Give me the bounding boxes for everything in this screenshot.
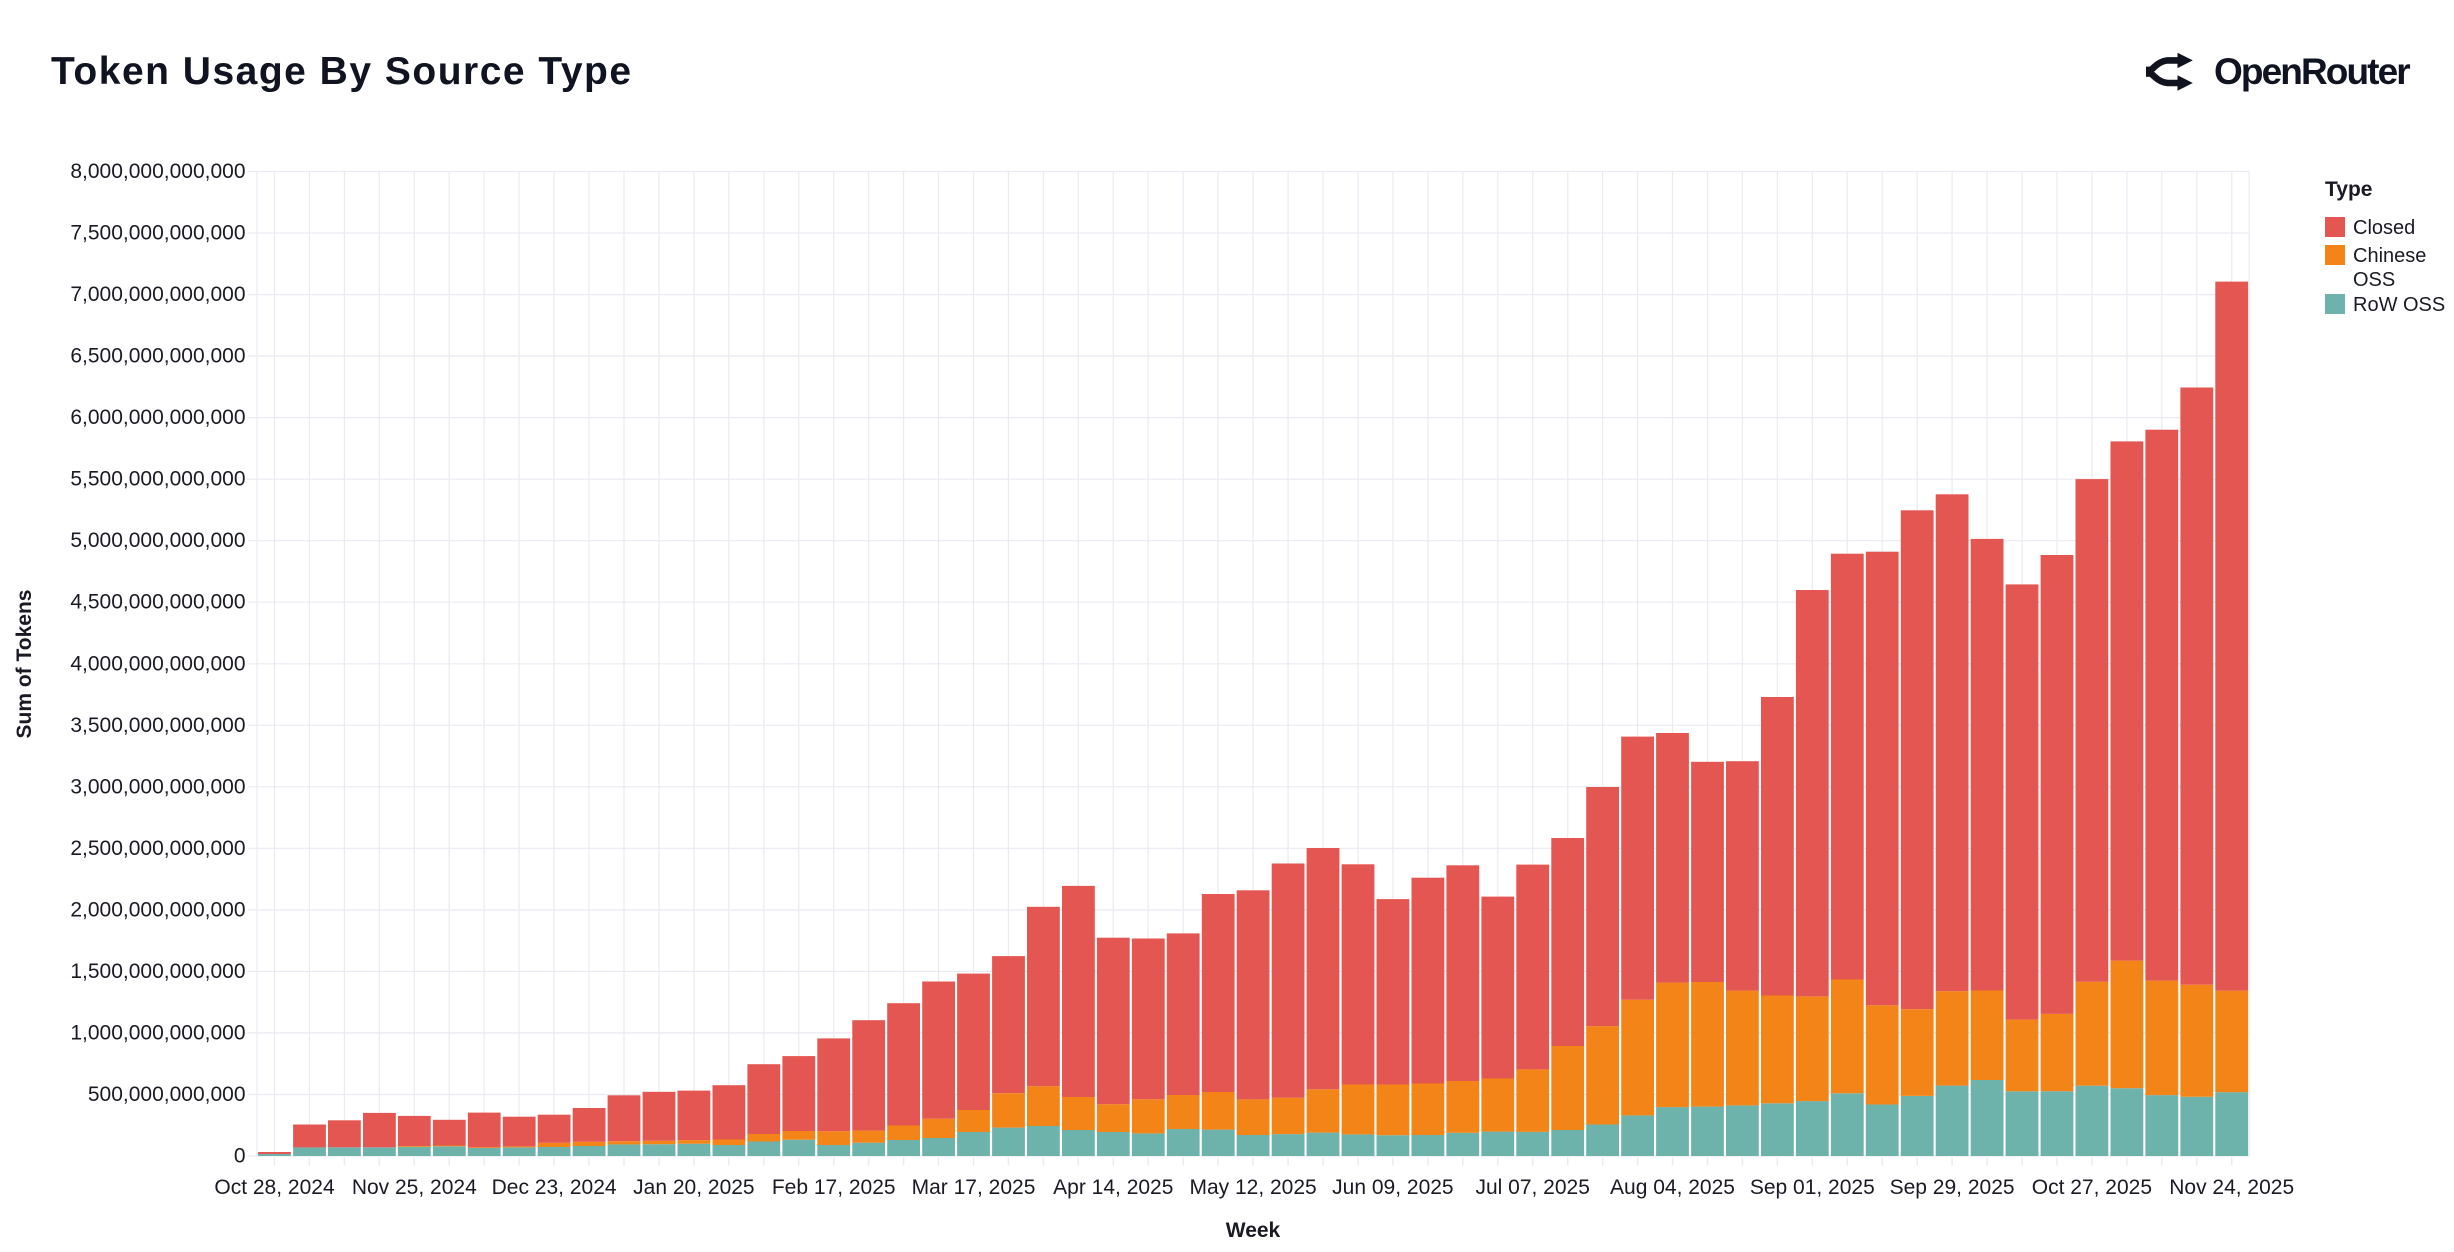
svg-text:OSS: OSS	[2353, 269, 2395, 291]
svg-text:6,000,000,000,000: 6,000,000,000,000	[70, 406, 245, 429]
svg-text:2,500,000,000,000: 2,500,000,000,000	[70, 837, 245, 860]
svg-text:7,000,000,000,000: 7,000,000,000,000	[70, 283, 245, 306]
svg-text:5,500,000,000,000: 5,500,000,000,000	[70, 468, 245, 491]
svg-text:1,000,000,000,000: 1,000,000,000,000	[70, 1021, 245, 1044]
svg-text:Aug 04, 2025: Aug 04, 2025	[1610, 1176, 1735, 1199]
svg-text:4,000,000,000,000: 4,000,000,000,000	[70, 652, 245, 675]
svg-text:5,000,000,000,000: 5,000,000,000,000	[70, 529, 245, 552]
svg-text:Oct 27, 2025: Oct 27, 2025	[2032, 1176, 2152, 1199]
svg-text:May 12, 2025: May 12, 2025	[1189, 1176, 1316, 1199]
svg-text:7,500,000,000,000: 7,500,000,000,000	[70, 222, 245, 245]
svg-text:Nov 24, 2025: Nov 24, 2025	[2169, 1176, 2294, 1199]
svg-text:Apr 14, 2025: Apr 14, 2025	[1053, 1176, 1173, 1199]
svg-text:Week: Week	[1226, 1219, 1281, 1242]
svg-text:Oct 28, 2024: Oct 28, 2024	[214, 1176, 335, 1199]
svg-text:RoW OSS: RoW OSS	[2353, 294, 2445, 316]
svg-text:500,000,000,000: 500,000,000,000	[88, 1083, 246, 1106]
svg-text:0: 0	[234, 1145, 246, 1168]
svg-text:Sep 01, 2025: Sep 01, 2025	[1750, 1176, 1875, 1199]
svg-text:Dec 23, 2024: Dec 23, 2024	[492, 1176, 617, 1199]
svg-text:Jun 09, 2025: Jun 09, 2025	[1332, 1176, 1453, 1199]
svg-text:4,500,000,000,000: 4,500,000,000,000	[70, 591, 245, 614]
svg-text:2,000,000,000,000: 2,000,000,000,000	[70, 898, 245, 921]
svg-text:Nov 25, 2024: Nov 25, 2024	[352, 1176, 477, 1199]
svg-text:Mar 17, 2025: Mar 17, 2025	[912, 1176, 1036, 1199]
svg-text:Sum of Tokens: Sum of Tokens	[13, 590, 36, 739]
svg-text:8,000,000,000,000: 8,000,000,000,000	[70, 160, 245, 183]
svg-text:1,500,000,000,000: 1,500,000,000,000	[70, 960, 245, 983]
svg-text:Feb 17, 2025: Feb 17, 2025	[772, 1176, 896, 1199]
svg-text:Jan 20, 2025: Jan 20, 2025	[633, 1176, 754, 1199]
svg-text:3,500,000,000,000: 3,500,000,000,000	[70, 714, 245, 737]
svg-text:3,000,000,000,000: 3,000,000,000,000	[70, 775, 245, 798]
svg-text:Type: Type	[2325, 178, 2372, 201]
svg-text:Chinese: Chinese	[2353, 245, 2426, 267]
svg-text:Sep 29, 2025: Sep 29, 2025	[1890, 1176, 2015, 1199]
svg-text:Jul 07, 2025: Jul 07, 2025	[1475, 1176, 1589, 1199]
svg-text:6,500,000,000,000: 6,500,000,000,000	[70, 345, 245, 368]
svg-text:Closed: Closed	[2353, 217, 2415, 239]
